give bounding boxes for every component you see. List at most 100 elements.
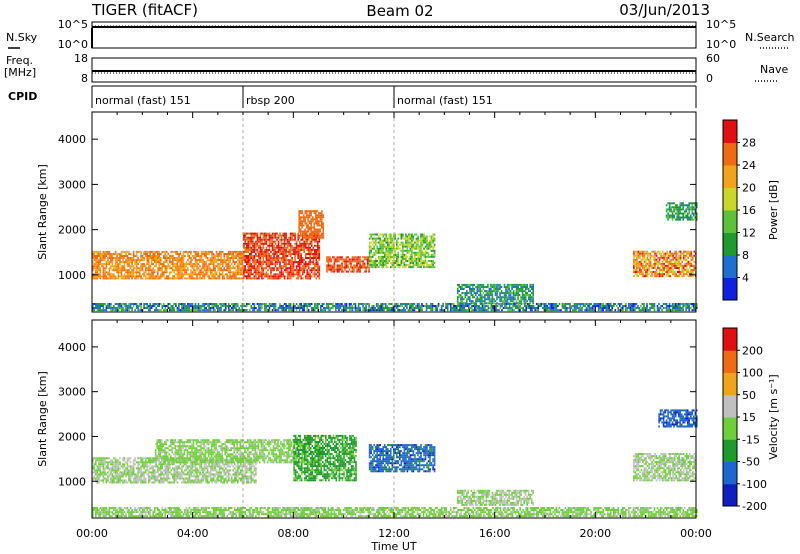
echo-cell (310, 271, 313, 274)
echo-cell (283, 253, 286, 255)
echo-cell (383, 251, 386, 254)
echo-cell (247, 238, 250, 241)
echo-cell (374, 253, 377, 256)
echo-cell (276, 273, 278, 276)
echo-cell (249, 259, 251, 262)
echo-cell (426, 245, 428, 248)
echo-cell (658, 303, 660, 305)
echo-cell (585, 309, 588, 312)
echo-cell (679, 307, 681, 309)
echo-cell (319, 228, 322, 231)
echo-cell (387, 241, 389, 244)
echo-cell (196, 275, 198, 278)
echo-cell (271, 246, 274, 249)
echo-cell (442, 305, 444, 307)
echo-cell (491, 290, 494, 293)
echo-cell (691, 305, 694, 307)
echo-cell (194, 255, 197, 257)
echo-cell (487, 294, 489, 297)
echo-cell (158, 267, 160, 270)
echo-cell (175, 273, 177, 276)
echo-cell (382, 239, 384, 242)
echo-cell (426, 266, 428, 269)
echo-cell (342, 266, 345, 269)
echo-cell (238, 255, 241, 257)
echo-cell (170, 307, 173, 309)
echo-cell (684, 273, 686, 276)
echo-cell (317, 255, 319, 257)
echo-cell (510, 309, 512, 312)
echo-cell (307, 238, 310, 241)
echo-cell (300, 253, 302, 255)
echo-cell (265, 250, 268, 253)
echo-cell (332, 307, 334, 309)
echo-cell (432, 264, 434, 266)
echo-cell (670, 216, 672, 219)
echo-cell (554, 309, 556, 312)
echo-cell (646, 271, 649, 273)
echo-cell (526, 303, 529, 305)
echo-cell (479, 283, 482, 286)
echo-cell (262, 303, 265, 305)
echo-cell (258, 271, 260, 274)
echo-cell (261, 303, 263, 305)
echo-cell (291, 269, 293, 272)
echo-cell (673, 210, 675, 213)
echo-cell (625, 303, 627, 305)
echo-cell (371, 239, 374, 242)
echo-cell (149, 309, 151, 312)
echo-cell (223, 309, 225, 312)
echo-cell (98, 309, 100, 312)
echo-cell (111, 277, 114, 280)
echo-cell (240, 255, 242, 257)
echo-cell (432, 260, 434, 262)
echo-cell (385, 262, 387, 264)
echo-cell (193, 307, 195, 309)
echo-cell (274, 232, 277, 235)
echo-cell (258, 244, 260, 247)
echo-cell (264, 240, 266, 243)
echo-cell (190, 257, 192, 259)
echo-cell (194, 253, 197, 255)
echo-cell (417, 245, 419, 248)
echo-cell (199, 261, 201, 264)
echo-cell (485, 294, 488, 297)
echo-cell (98, 265, 100, 268)
echo-cell (294, 253, 296, 255)
echo-cell (310, 210, 312, 213)
echo-cell (418, 260, 421, 262)
echo-cell (268, 244, 271, 247)
echo-cell (584, 309, 586, 312)
echo-cell (523, 300, 525, 303)
echo-cell (690, 269, 693, 271)
echo-cell (633, 252, 635, 255)
echo-cell (252, 261, 254, 264)
echo-cell (642, 271, 644, 273)
echo-cell (250, 271, 253, 274)
echo-cell (382, 266, 384, 269)
echo-cell (276, 236, 278, 239)
echo-cell (107, 263, 109, 266)
echo-cell (108, 271, 111, 274)
echo-cell (135, 267, 138, 270)
echo-cell (241, 250, 244, 253)
echo-cell (156, 277, 159, 280)
echo-cell (597, 307, 600, 309)
echo-cell (397, 262, 400, 264)
echo-cell (250, 255, 253, 257)
echo-cell (680, 202, 683, 205)
echo-cell (202, 261, 204, 264)
echo-cell (288, 248, 290, 251)
echo-cell (409, 266, 412, 269)
echo-cell (191, 267, 194, 270)
echo-cell (554, 307, 556, 309)
echo-cell (221, 259, 224, 262)
echo-cell (237, 303, 239, 305)
echo-cell (372, 309, 375, 312)
echo-cell (119, 255, 121, 257)
echo-cell (575, 309, 577, 312)
echo-cell (497, 296, 500, 299)
echo-cell (368, 305, 370, 307)
echo-cell (426, 262, 428, 264)
echo-cell (176, 259, 179, 262)
